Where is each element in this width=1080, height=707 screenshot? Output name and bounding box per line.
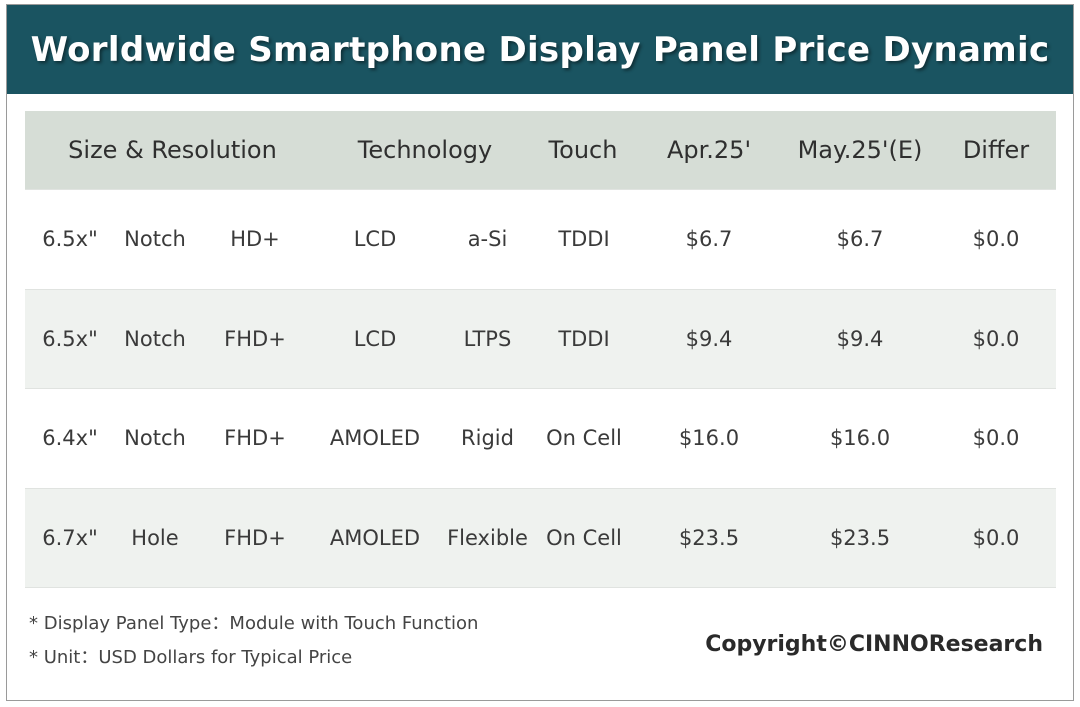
footnotes: * Display Panel Type：Module with Touch F… bbox=[29, 610, 478, 678]
table-header-row: Size & Resolution Technology Touch Apr.2… bbox=[25, 111, 1056, 190]
table-row: 6.4x" Notch FHD+ AMOLED Rigid On Cell $1… bbox=[25, 389, 1056, 489]
cell-shape: Hole bbox=[131, 525, 179, 550]
table-row: 6.5x" Notch FHD+ LCD LTPS TDDI $9.4 $9.4… bbox=[25, 289, 1056, 389]
cell-technology: LCD bbox=[353, 326, 397, 351]
cell-differ: $0.0 bbox=[972, 227, 1020, 252]
header-technology: Technology bbox=[357, 136, 493, 164]
footnote-panel-type: * Display Panel Type：Module with Touch F… bbox=[29, 613, 479, 634]
cell-shape: Notch bbox=[124, 326, 186, 351]
cell-size: 6.5x" bbox=[42, 227, 98, 252]
cell-may: $6.7 bbox=[836, 227, 884, 252]
cell-shape: Notch bbox=[124, 426, 186, 451]
cell-differ: $0.0 bbox=[972, 525, 1020, 550]
cell-differ: $0.0 bbox=[972, 326, 1020, 351]
header-apr: Apr.25' bbox=[666, 136, 752, 164]
cell-substrate: LTPS bbox=[463, 326, 512, 351]
cell-resolution: FHD+ bbox=[224, 525, 286, 550]
header-touch: Touch bbox=[548, 136, 618, 164]
cell-size: 6.5x" bbox=[42, 326, 98, 351]
cell-apr: $6.7 bbox=[685, 227, 733, 252]
header-size-resolution: Size & Resolution bbox=[68, 136, 277, 164]
cell-size: 6.4x" bbox=[42, 426, 98, 451]
cell-touch: TDDI bbox=[558, 326, 610, 351]
cell-resolution: HD+ bbox=[230, 227, 280, 252]
cell-apr: $16.0 bbox=[678, 426, 740, 451]
cell-substrate: a-Si bbox=[467, 227, 508, 252]
table-row: 6.5x" Notch HD+ LCD a-Si TDDI $6.7 $6.7 … bbox=[25, 190, 1056, 290]
cell-touch: TDDI bbox=[558, 227, 610, 252]
cell-differ: $0.0 bbox=[972, 426, 1020, 451]
header-may: May.25'(E) bbox=[797, 136, 923, 164]
page-title: Worldwide Smartphone Display Panel Price… bbox=[30, 29, 1050, 70]
cell-shape: Notch bbox=[124, 227, 186, 252]
cell-apr: $23.5 bbox=[678, 525, 740, 550]
copyright-notice: Copyright©CINNOResearch bbox=[705, 632, 1043, 657]
cell-technology: LCD bbox=[353, 227, 397, 252]
price-table: Size & Resolution Technology Touch Apr.2… bbox=[25, 111, 1056, 588]
cell-resolution: FHD+ bbox=[224, 426, 286, 451]
cell-touch: On Cell bbox=[546, 426, 622, 451]
cell-size: 6.7x" bbox=[42, 525, 98, 550]
header-differ: Differ bbox=[962, 136, 1030, 164]
cell-may: $16.0 bbox=[829, 426, 891, 451]
cell-resolution: FHD+ bbox=[224, 326, 286, 351]
cell-technology: AMOLED bbox=[329, 426, 421, 451]
cell-touch: On Cell bbox=[546, 525, 622, 550]
footnote-unit: * Unit：USD Dollars for Typical Price bbox=[29, 647, 353, 668]
title-bar: Worldwide Smartphone Display Panel Price… bbox=[7, 5, 1073, 94]
cell-technology: AMOLED bbox=[329, 525, 421, 550]
cell-may: $9.4 bbox=[836, 326, 884, 351]
cell-substrate: Rigid bbox=[461, 426, 514, 451]
cell-may: $23.5 bbox=[829, 525, 891, 550]
cell-apr: $9.4 bbox=[685, 326, 733, 351]
table-row: 6.7x" Hole FHD+ AMOLED Flexible On Cell … bbox=[25, 488, 1056, 588]
cell-substrate: Flexible bbox=[447, 525, 528, 550]
